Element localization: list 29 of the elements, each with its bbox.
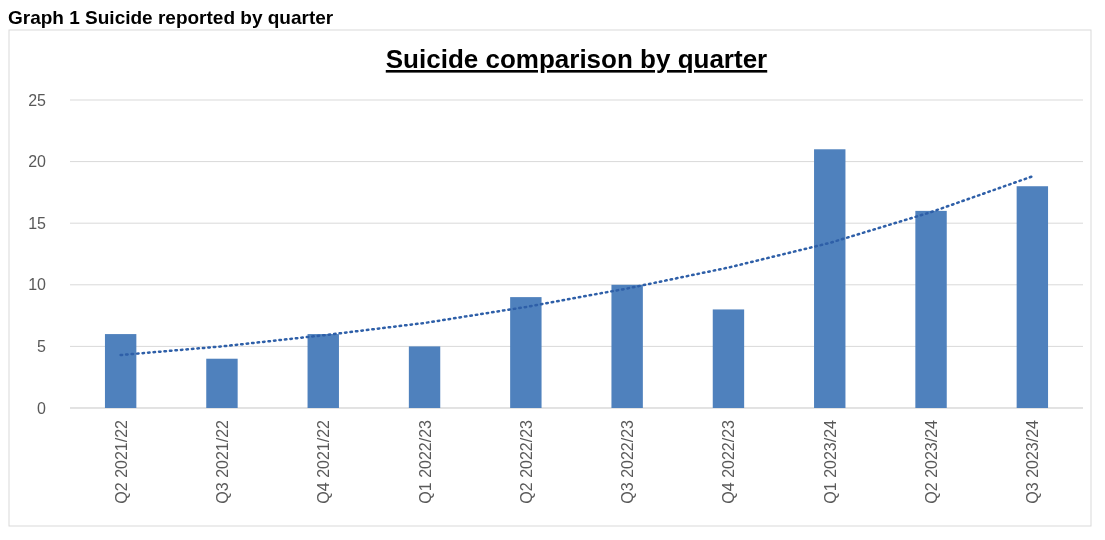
x-tick-label: Q2 2023/24 [923, 419, 941, 504]
x-tick-label: Q2 2022/23 [517, 419, 535, 504]
y-tick-label: 10 [28, 276, 47, 294]
line-series [119, 175, 1034, 357]
bar [206, 358, 238, 408]
bar [408, 346, 441, 408]
y-tick-label: 5 [37, 338, 47, 355]
x-tick-label: Q3 2023/24 [1024, 419, 1042, 504]
y-tick-label: 15 [28, 214, 47, 232]
bar [1016, 186, 1049, 408]
bar [814, 149, 846, 408]
bar [307, 334, 339, 408]
x-tick-label: Q1 2022/23 [416, 419, 434, 504]
bar [510, 297, 542, 408]
y-tick-label: 20 [28, 153, 47, 171]
bar [712, 309, 745, 408]
bar [915, 210, 947, 408]
bar [104, 334, 137, 408]
x-tick-label: Q2 2021/22 [112, 419, 130, 504]
chart-title: Suicide comparison by quarter [385, 44, 768, 74]
y-tick-label: 25 [28, 91, 47, 109]
caption: Graph 1 Suicide reported by quarter [8, 7, 334, 28]
x-tick-label: Q3 2021/22 [213, 419, 231, 504]
x-tick-label: Q3 2022/23 [619, 419, 637, 504]
x-tick-label: Q1 2023/24 [821, 419, 839, 504]
x-tick-label: Q4 2022/23 [720, 419, 738, 504]
bar [611, 284, 643, 408]
y-tick-label: 0 [37, 399, 47, 417]
x-tick-label: Q4 2021/22 [315, 419, 333, 504]
